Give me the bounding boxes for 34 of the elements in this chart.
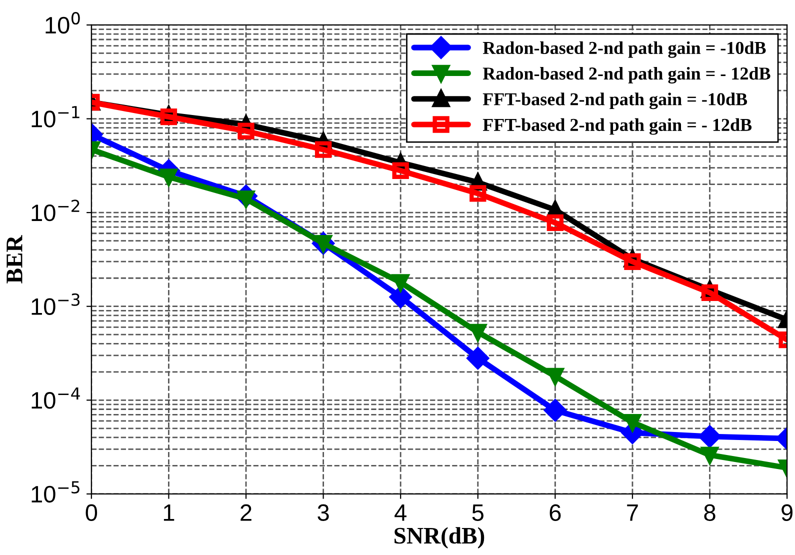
legend-label: FFT-based 2-nd path gain = - 12dB [482,118,752,135]
x-tick-label: 8 [704,504,716,522]
y-tick-label: 10$^{−2}$ [32,200,80,222]
point [698,426,721,448]
x-tick-label: 4 [394,504,406,521]
point [314,141,332,158]
point [624,253,641,270]
y-tick-label: 10$^{−4}$ [32,387,80,409]
point [546,214,564,232]
point [238,122,254,140]
x-tick-label: 5 [472,504,484,522]
legend-label: Radon-based 2-nd path gain = - 12dB [482,66,770,84]
point [390,286,412,308]
point [544,399,566,422]
x-tick-label: 9 [782,504,792,522]
x-tick-label: 2 [240,504,252,521]
point [160,108,178,126]
x-tick-label: 3 [318,504,329,522]
x-axis-title: SNR(dB) [394,527,484,548]
y-tick-label: 10$^{0}$ [46,12,80,34]
x-tick-label: 1 [164,504,174,521]
point [392,162,409,179]
x-tick-label: 7 [627,504,638,521]
point [466,347,489,370]
y-tick-label: 10$^{−5}$ [32,481,80,503]
legend-label: Radon-based 2-nd path gain = -10dB [482,41,766,58]
x-tick-label: 6 [550,504,561,522]
y-axis-title: BER [6,234,22,284]
legend-label: FFT-based 2-nd path gain = -10dB [482,92,748,110]
y-tick-label: 10$^{−1}$ [32,106,80,128]
point [470,185,486,202]
x-tick-label: 0 [86,504,98,522]
point [701,284,718,301]
y-tick-label: 10$^{−3}$ [32,293,80,315]
